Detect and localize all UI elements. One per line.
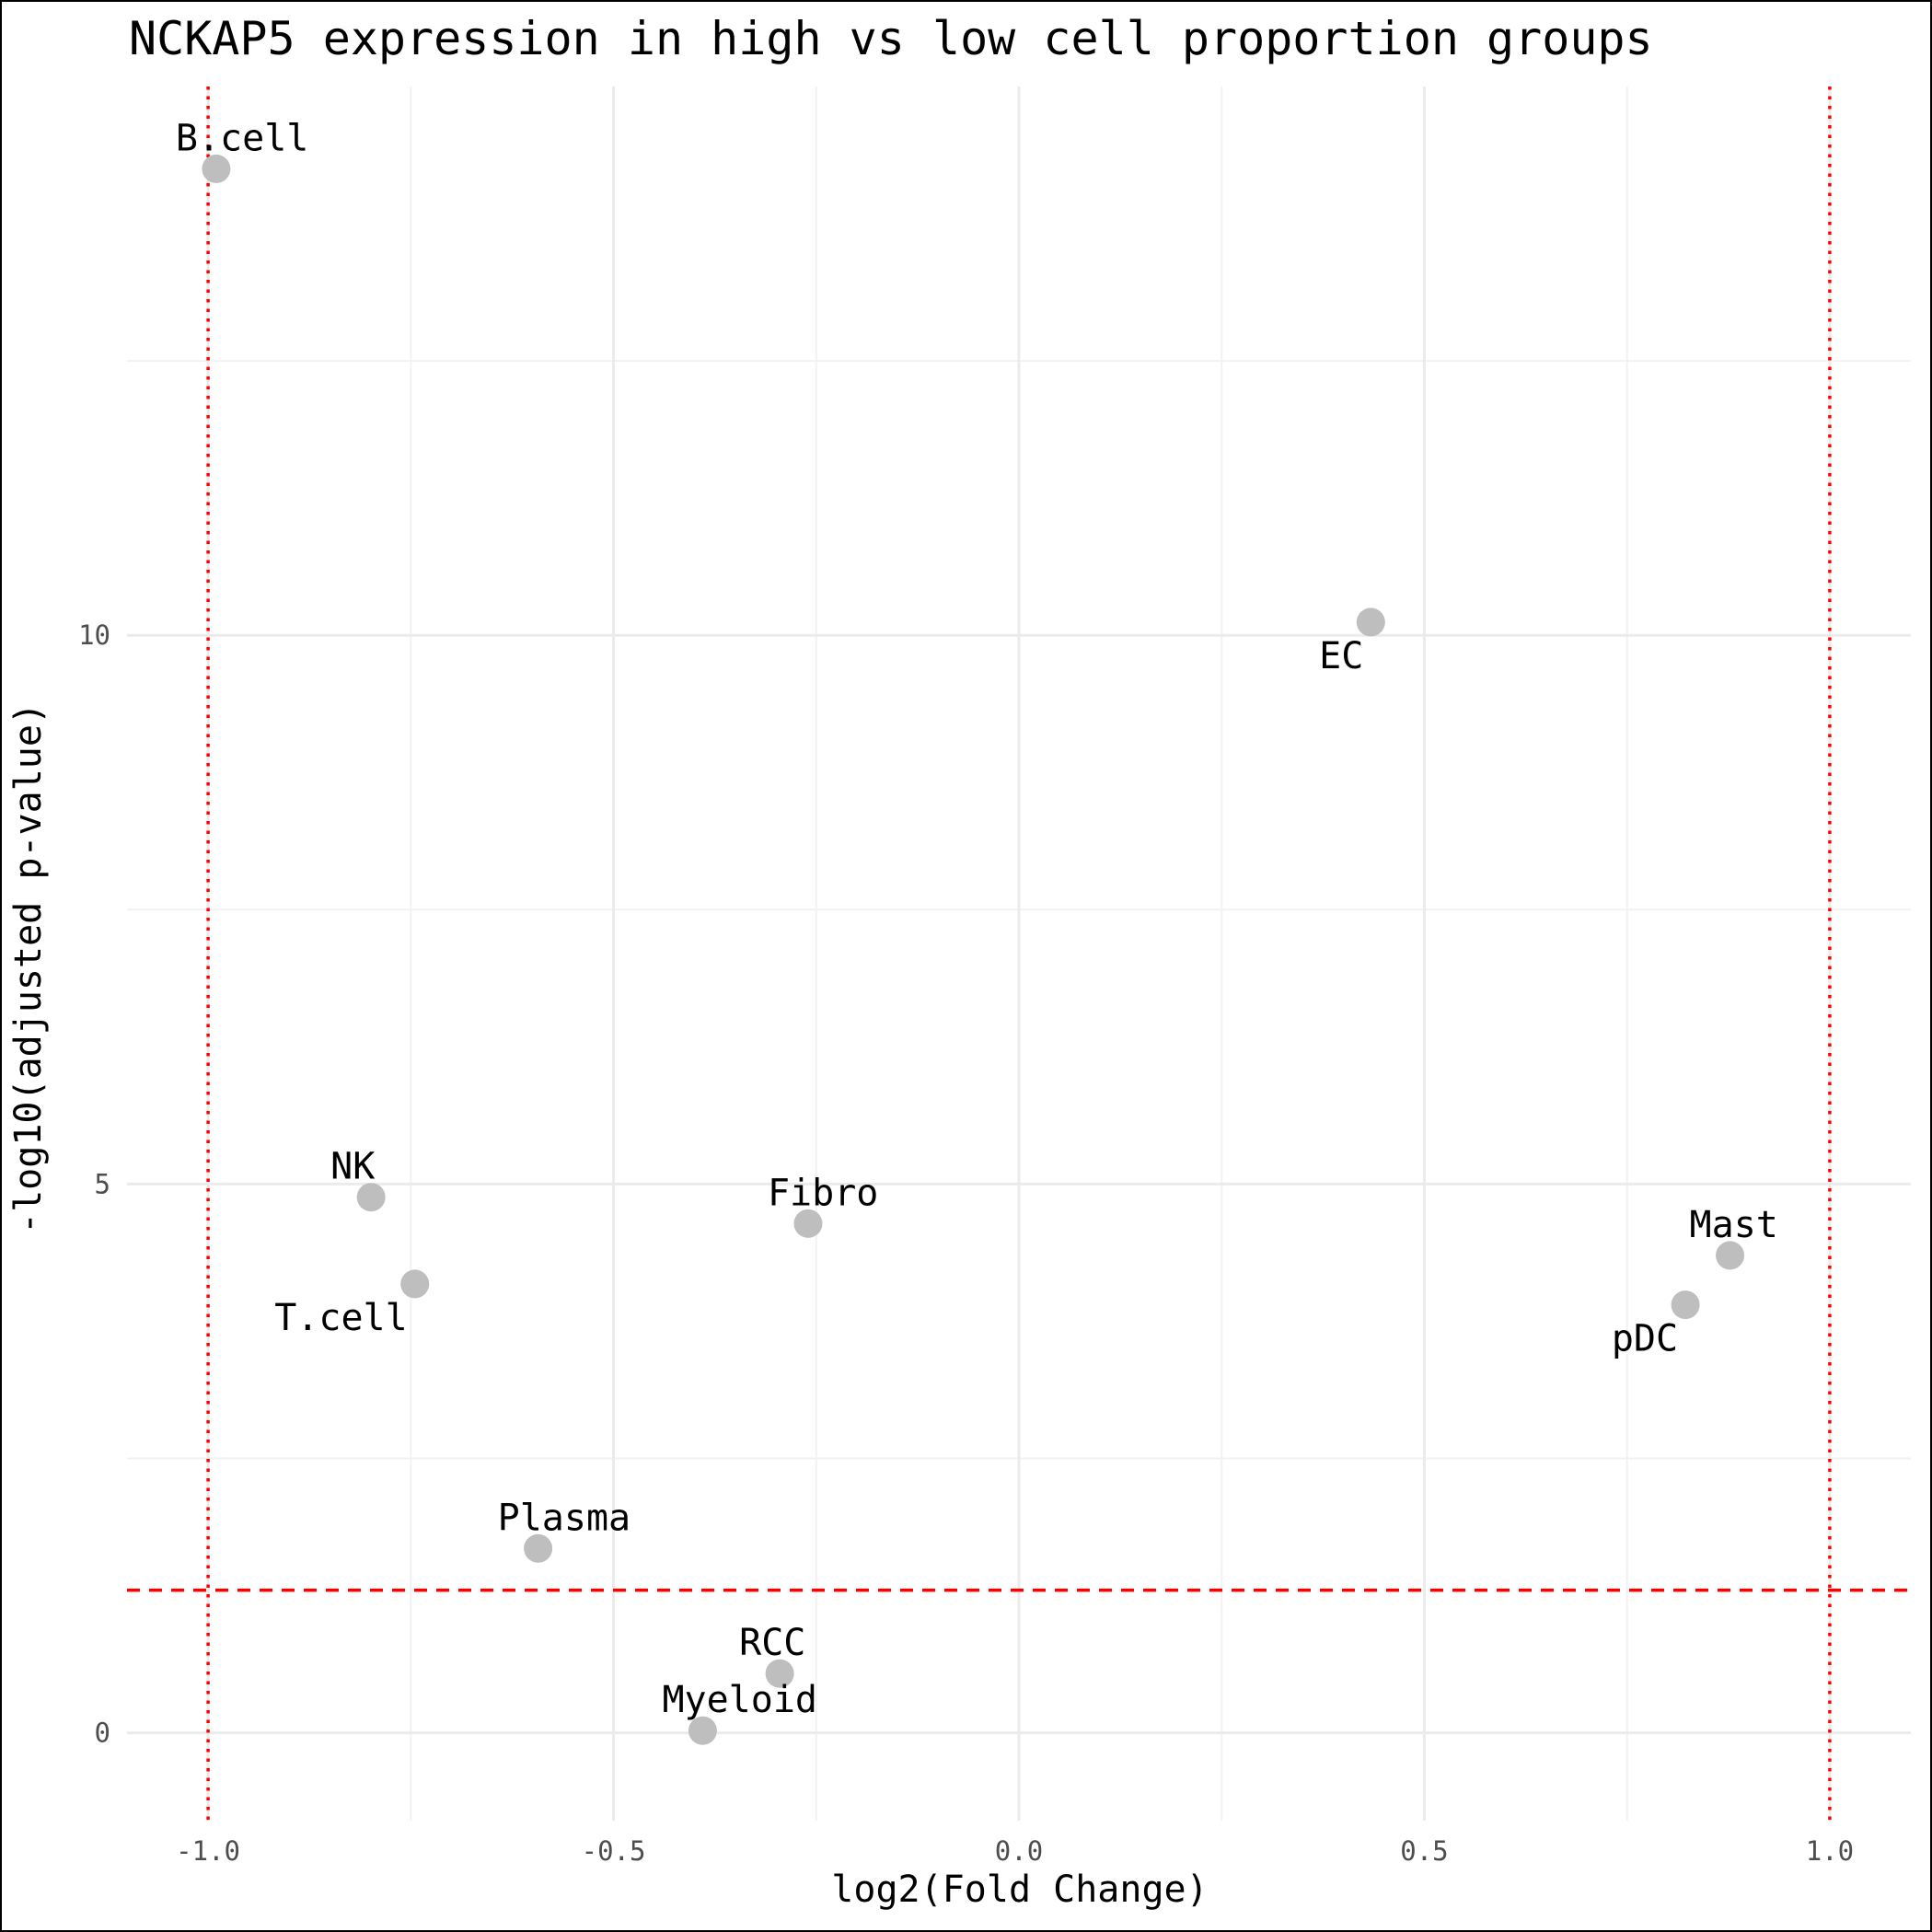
data-point-rcc bbox=[765, 1659, 794, 1688]
point-label-t-cell: T.cell bbox=[274, 1297, 408, 1339]
axis-ticks: -1.0 -0.5 0.0 0.5 1.0 0 5 10 bbox=[78, 619, 1854, 1867]
data-point-ec bbox=[1356, 607, 1385, 637]
y-axis-title: -log10(adjusted p-value) bbox=[7, 702, 50, 1234]
threshold-lines bbox=[127, 87, 1911, 1821]
y-tick-label: 5 bbox=[95, 1168, 110, 1199]
x-tick-label: -0.5 bbox=[582, 1835, 646, 1867]
grid-lines bbox=[127, 87, 1911, 1821]
point-label-plasma: Plasma bbox=[498, 1497, 631, 1539]
data-point-mast bbox=[1716, 1241, 1745, 1270]
data-point-pdc bbox=[1671, 1290, 1700, 1320]
data-point-b-cell bbox=[202, 154, 231, 183]
x-axis-title: log2(Fold Change) bbox=[831, 1868, 1208, 1911]
data-point-myeloid bbox=[688, 1716, 717, 1745]
point-label-pdc: pDC bbox=[1612, 1318, 1678, 1360]
point-label-rcc: RCC bbox=[739, 1622, 805, 1664]
point-label-mast: Mast bbox=[1690, 1204, 1778, 1246]
point-label-nk: NK bbox=[330, 1146, 375, 1188]
x-tick-label: 1.0 bbox=[1806, 1835, 1854, 1867]
data-points bbox=[202, 154, 1745, 1745]
x-tick-label: -1.0 bbox=[176, 1835, 240, 1867]
point-labels: B.cell EC NK T.cell Fibro Mast pDC Plasma RCC Mye… bbox=[176, 117, 1778, 1721]
x-tick-label: 0.0 bbox=[995, 1835, 1043, 1867]
y-tick-label: 0 bbox=[95, 1718, 110, 1749]
data-point-nk bbox=[356, 1183, 386, 1212]
point-label-fibro: Fibro bbox=[768, 1172, 878, 1214]
y-tick-label: 10 bbox=[78, 619, 110, 651]
point-label-ec: EC bbox=[1319, 635, 1363, 677]
point-label-myeloid: Myeloid bbox=[662, 1679, 817, 1721]
point-label-b-cell: B.cell bbox=[176, 117, 309, 159]
data-point-fibro bbox=[793, 1209, 823, 1238]
x-tick-label: 0.5 bbox=[1400, 1835, 1448, 1867]
data-point-t-cell bbox=[400, 1269, 430, 1299]
chart-title: NCKAP5 expression in high vs low cell pr… bbox=[129, 12, 1653, 65]
data-point-plasma bbox=[524, 1533, 553, 1563]
